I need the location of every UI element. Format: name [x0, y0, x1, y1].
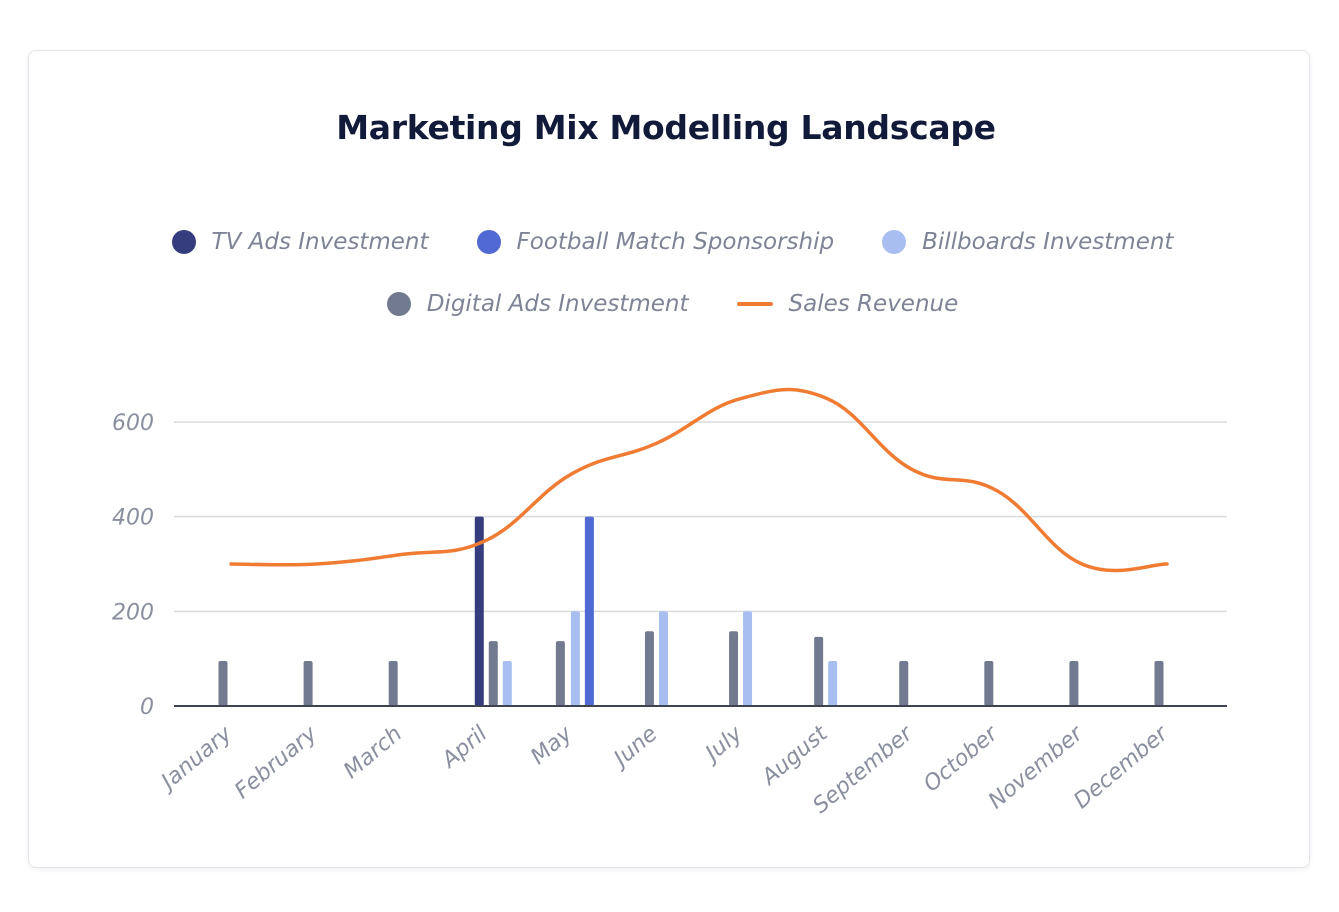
legend-label-digital-ads: Digital Ads Investment — [426, 291, 689, 317]
y-tick-label-600: 600 — [112, 411, 154, 436]
legend-marker-digital-ads — [386, 292, 411, 316]
legend-row-2: Digital Ads Investment Sales Revenue — [0, 288, 1339, 320]
legend-marker-tv-ads — [171, 230, 196, 254]
legend-marker-football-sponsorship — [476, 230, 501, 254]
x-tick-label-august: August — [756, 721, 834, 792]
x-tick-label-june: June — [606, 721, 662, 774]
legend-item-billboards[interactable]: Billboards Investment — [882, 226, 1173, 258]
x-tick-label-july: July — [698, 721, 748, 769]
bar-digital-ads-investment-november — [1069, 661, 1079, 706]
bar-digital-ads-investment-december — [1154, 661, 1164, 706]
bar-digital-ads-investment-april — [488, 641, 498, 706]
x-tick-label-january: January — [154, 721, 238, 797]
bar-digital-ads-investment-january — [218, 661, 228, 706]
bar-digital-ads-investment-june — [644, 631, 654, 706]
bar-digital-ads-investment-september — [899, 661, 909, 706]
legend-label-tv-ads: TV Ads Investment — [211, 229, 429, 255]
x-tick-label-april: April — [436, 721, 492, 774]
x-tick-label-may: May — [526, 721, 578, 770]
bar-billboards-investment-april — [502, 661, 512, 706]
legend-marker-sales-revenue — [736, 302, 773, 306]
y-tick-label-0: 0 — [140, 695, 154, 720]
legend-item-football-sponsorship[interactable]: Football Match Sponsorship — [476, 226, 835, 258]
legend-label-sales-revenue: Sales Revenue — [788, 291, 959, 317]
legend-item-digital-ads[interactable]: Digital Ads Investment — [386, 288, 689, 320]
x-tick-label-october: October — [919, 720, 1004, 797]
line-sales-revenue — [229, 387, 1169, 573]
bar-billboards-investment-august — [828, 661, 838, 706]
bar-digital-ads-investment-october — [984, 661, 994, 706]
bar-digital-ads-investment-march — [388, 661, 398, 706]
x-tick-label-march: March — [339, 721, 407, 784]
legend-row-1: TV Ads Investment Football Match Sponsor… — [0, 226, 1339, 258]
legend-label-billboards: Billboards Investment — [922, 229, 1174, 255]
chart-card — [28, 50, 1310, 868]
bar-tv-ads-investment-april — [474, 516, 484, 706]
legend-marker-billboards — [882, 230, 907, 254]
y-tick-label-200: 200 — [112, 600, 154, 625]
bar-digital-ads-investment-july — [729, 631, 739, 706]
bar-digital-ads-investment-may — [555, 641, 565, 706]
legend-item-sales-revenue[interactable]: Sales Revenue — [736, 288, 959, 320]
bar-digital-ads-investment-february — [303, 661, 313, 706]
legend-label-football-sponsorship: Football Match Sponsorship — [516, 229, 835, 255]
bar-billboards-investment-june — [658, 611, 668, 706]
legend-item-tv-ads[interactable]: TV Ads Investment — [171, 226, 429, 258]
x-tick-label-december: December — [1069, 720, 1174, 814]
x-tick-label-february: February — [230, 721, 322, 804]
bar-football-match-sponsorship-may — [584, 516, 594, 706]
bar-billboards-investment-may — [570, 611, 580, 706]
chart-title: Marketing Mix Modelling Landscape — [336, 108, 996, 147]
bar-billboards-investment-july — [743, 611, 753, 706]
bar-digital-ads-investment-august — [814, 636, 824, 706]
y-tick-label-400: 400 — [112, 506, 154, 531]
